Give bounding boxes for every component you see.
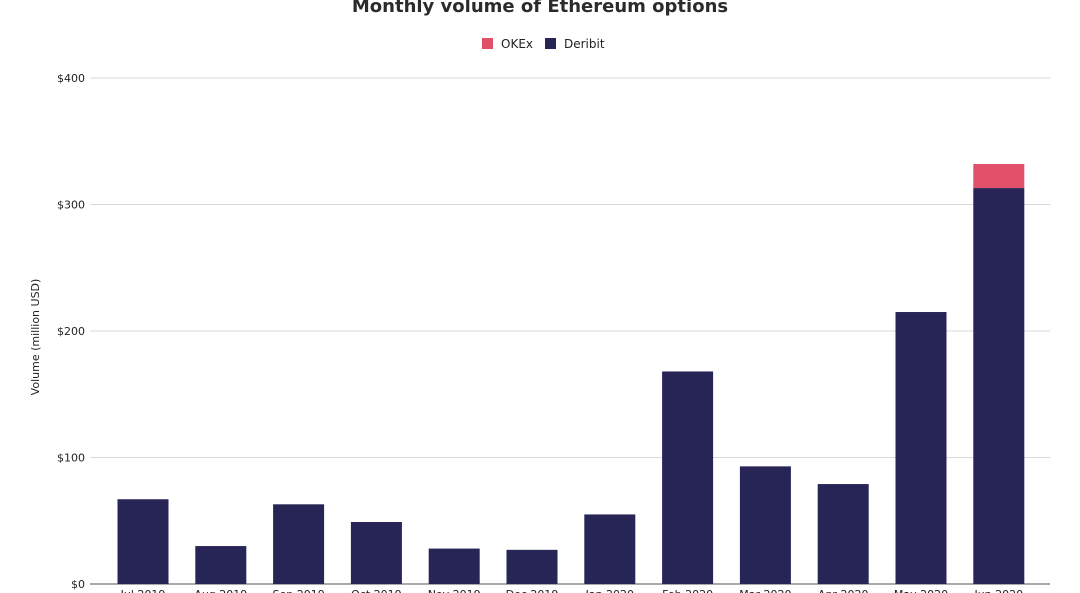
- bar-deribit-feb-2020: [662, 371, 714, 584]
- y-tick-label: $300: [57, 199, 85, 212]
- x-tick-label: Feb 2020: [662, 588, 713, 593]
- bar-deribit-dec-2019: [506, 549, 558, 584]
- x-tick-label: Mar 2020: [739, 588, 791, 593]
- bar-deribit-apr-2020: [817, 484, 869, 584]
- bar-deribit-oct-2019: [350, 522, 402, 584]
- x-tick-label: Nov 2019: [428, 588, 481, 593]
- y-tick-label: $200: [57, 325, 85, 338]
- x-tick-label: Sep 2019: [272, 588, 324, 593]
- y-tick-label: $400: [57, 72, 85, 85]
- bar-deribit-jan-2020: [584, 514, 636, 584]
- x-tick-label: Jul 2019: [120, 588, 166, 593]
- chart-title: Monthly volume of Ethereum options: [352, 0, 728, 17]
- legend-swatch-okex: [482, 38, 493, 49]
- x-tick-label: Apr 2020: [818, 588, 869, 593]
- y-axis-label: Volume (million USD): [29, 279, 42, 396]
- bar-deribit-aug-2019: [195, 546, 247, 584]
- y-tick-label: $0: [71, 578, 85, 591]
- y-tick-labels: $0 $100 $200 $300 $400: [57, 72, 85, 591]
- bar-deribit-nov-2019: [428, 548, 480, 584]
- bar-deribit-jun-2020: [973, 188, 1025, 584]
- bar-deribit-mar-2020: [739, 466, 791, 584]
- x-tick-label: Aug 2019: [194, 588, 247, 593]
- x-tick-label: Jun 2020: [973, 588, 1023, 593]
- legend: OKEx Deribit: [482, 37, 605, 51]
- bar-okex-jun-2020: [973, 164, 1025, 189]
- bar-deribit-may-2020: [895, 312, 947, 584]
- x-tick-labels: Jul 2019 Aug 2019 Sep 2019 Oct 2019 Nov 2019…: [120, 588, 1024, 593]
- x-tick-label: Dec 2019: [506, 588, 559, 593]
- x-tick-label: Oct 2019: [351, 588, 402, 593]
- legend-label-deribit: Deribit: [564, 37, 605, 51]
- bars: [117, 164, 1025, 584]
- y-tick-label: $100: [57, 452, 85, 465]
- x-tick-label: May 2020: [894, 588, 948, 593]
- legend-label-okex: OKEx: [501, 37, 533, 51]
- legend-swatch-deribit: [545, 38, 556, 49]
- x-tick-label: Jan 2020: [585, 588, 634, 593]
- bar-deribit-jul-2019: [117, 499, 169, 584]
- bar-deribit-sep-2019: [273, 504, 325, 584]
- gridlines: [90, 77, 1050, 585]
